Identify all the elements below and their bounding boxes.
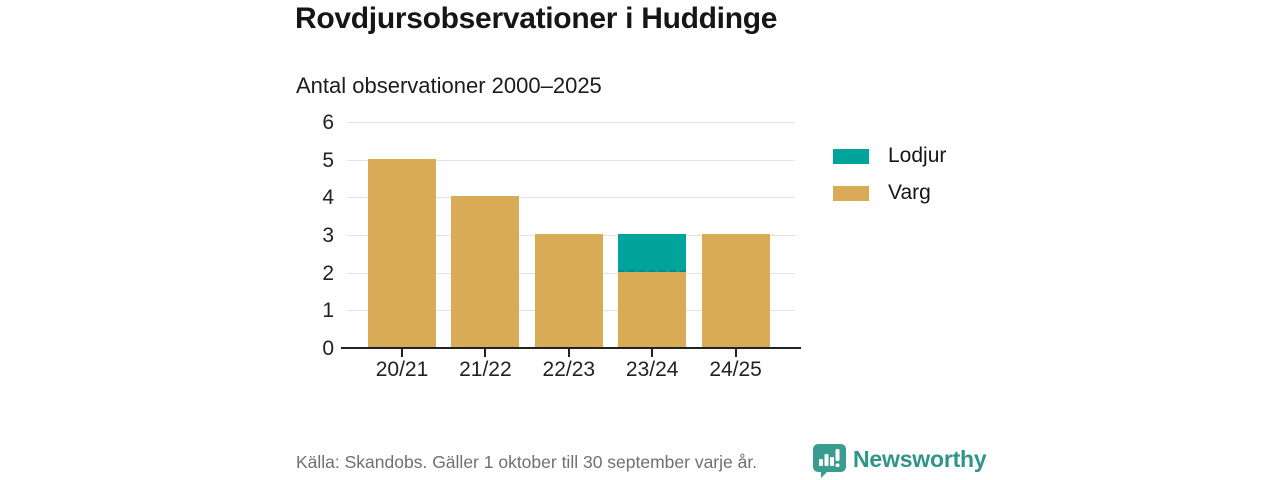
brand: Newsworthy (813, 444, 987, 478)
brand-name: Newsworthy (853, 446, 987, 472)
bar-segment-lodjur (618, 234, 687, 272)
legend: Lodjur Varg (833, 144, 946, 218)
x-tick-label: 23/24 (625, 358, 679, 381)
legend-label: Lodjur (888, 144, 947, 167)
y-tick-label: 6 (322, 111, 334, 134)
bar-segment-varg (534, 234, 603, 347)
plot-area (341, 122, 801, 349)
x-tick (734, 349, 737, 357)
y-tick-label: 2 (322, 261, 334, 285)
x-tick-label: 20/21 (375, 358, 429, 381)
gridline-y6 (347, 122, 795, 123)
gridline-y5 (347, 159, 795, 161)
y-tick-label: 4 (322, 186, 334, 210)
legend-item-lodjur: Lodjur (833, 144, 946, 168)
newsworthy-logo-icon (813, 444, 846, 478)
legend-item-varg: Varg (833, 181, 946, 205)
bar-segment-varg (451, 196, 520, 347)
x-tick (401, 349, 403, 357)
bar-21-22 (451, 196, 520, 347)
y-tick-label: 1 (322, 299, 334, 323)
x-tick (567, 349, 570, 357)
y-tick-label: 0 (322, 337, 334, 360)
x-tick (484, 349, 487, 357)
x-tick-label: 22/23 (542, 358, 596, 381)
bar-20-21 (368, 158, 436, 347)
bar-23-24 (618, 234, 687, 347)
chart-subtitle: Antal observationer 2000–2025 (296, 73, 602, 98)
legend-label: Varg (888, 181, 931, 204)
x-tick-label: 24/25 (709, 358, 762, 381)
y-tick-label: 5 (322, 148, 334, 172)
x-tick-label: 21/22 (459, 358, 512, 381)
source-note: Källa: Skandobs. Gäller 1 oktober till 3… (296, 452, 758, 472)
x-axis-line (341, 347, 801, 349)
legend-swatch (833, 148, 869, 164)
x-tick (651, 349, 654, 357)
bar-24-25 (701, 234, 770, 347)
bar-22-23 (534, 234, 603, 347)
bar-segment-varg (701, 234, 770, 347)
bar-segment-varg (618, 271, 687, 347)
gridline-y4 (347, 197, 795, 199)
legend-swatch (833, 185, 869, 201)
bar-segment-varg (368, 158, 436, 347)
chart-title: Rovdjursobservationer i Huddinge (295, 2, 778, 35)
y-tick-label: 3 (322, 224, 334, 247)
